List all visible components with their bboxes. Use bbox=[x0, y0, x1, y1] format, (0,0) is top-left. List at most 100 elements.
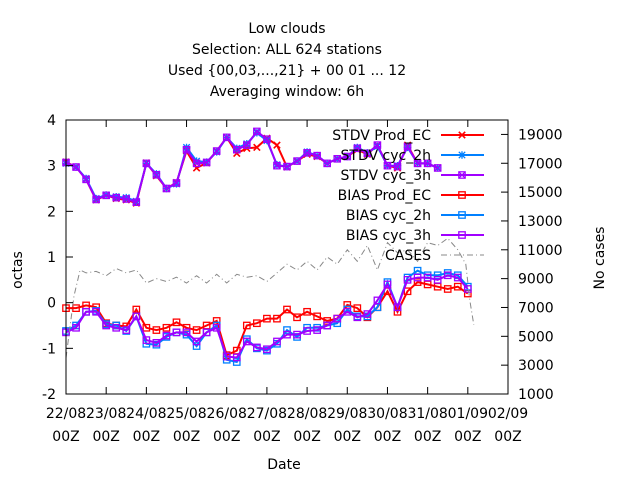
y2-tick-label: 19000 bbox=[518, 127, 563, 143]
data-point bbox=[242, 321, 251, 330]
data-point bbox=[192, 326, 201, 334]
data-point bbox=[313, 151, 321, 160]
marker-box bbox=[162, 184, 171, 193]
data-point bbox=[242, 337, 251, 346]
marker-cross bbox=[172, 179, 181, 187]
y-tick-label: 1 bbox=[47, 250, 56, 266]
data-point bbox=[192, 337, 201, 346]
marker-cross bbox=[223, 133, 231, 141]
data-point bbox=[263, 345, 271, 354]
marker-cross bbox=[142, 159, 150, 168]
data-point bbox=[232, 353, 241, 362]
data-point bbox=[373, 141, 382, 149]
series-stdv-cyc-3h bbox=[62, 127, 442, 207]
data-point bbox=[343, 307, 352, 316]
data-point bbox=[293, 330, 301, 339]
data-point bbox=[333, 319, 342, 328]
legend-item-bias-cyc-3h: BIAS cyc_3h bbox=[346, 228, 484, 244]
marker-cross bbox=[213, 147, 221, 155]
data-point bbox=[433, 271, 442, 280]
marker-box bbox=[212, 147, 221, 155]
x-tick-time: 00Z bbox=[374, 429, 401, 445]
data-point bbox=[253, 127, 261, 136]
data-point bbox=[323, 159, 331, 168]
plot-area bbox=[62, 127, 475, 366]
data-point bbox=[122, 326, 131, 334]
x-tick-time: 00Z bbox=[213, 429, 240, 445]
marker-box bbox=[333, 155, 342, 163]
data-point bbox=[142, 323, 151, 332]
marker-box bbox=[92, 195, 100, 204]
legend-label: STDV Prod_EC bbox=[332, 128, 431, 144]
series-bias-cyc-3h bbox=[62, 271, 472, 362]
data-point bbox=[313, 312, 321, 321]
data-point bbox=[283, 330, 291, 339]
marker-cross bbox=[323, 159, 331, 168]
data-point bbox=[102, 321, 111, 330]
data-point bbox=[353, 304, 362, 312]
x-tick-date: 28/08 bbox=[287, 406, 327, 422]
data-point bbox=[383, 280, 392, 289]
marker-box bbox=[263, 135, 271, 143]
x-tick-date: 25/08 bbox=[166, 406, 206, 422]
data-point bbox=[353, 144, 362, 153]
marker-box bbox=[72, 163, 80, 171]
y-tick-label: -1 bbox=[42, 341, 56, 357]
marker-cross bbox=[112, 194, 120, 202]
y2-tick-label: 9000 bbox=[518, 272, 554, 288]
data-point bbox=[122, 195, 131, 203]
data-point bbox=[92, 307, 100, 316]
legend-item-bias-cyc-2h: BIAS cyc_2h bbox=[346, 208, 484, 224]
legend-item-stdv-prod-ec: STDV Prod_EC bbox=[332, 128, 484, 144]
marker-box bbox=[202, 158, 211, 167]
data-point bbox=[263, 135, 271, 143]
x-tick-time: 00Z bbox=[414, 429, 441, 445]
data-point bbox=[413, 278, 422, 286]
data-point bbox=[273, 161, 281, 170]
y-tick-label: 0 bbox=[47, 296, 56, 312]
marker-box bbox=[102, 191, 110, 200]
y-axis-label: octas bbox=[10, 251, 26, 289]
marker-cross bbox=[383, 162, 392, 170]
marker-box bbox=[413, 159, 422, 168]
x-tick-date: 26/08 bbox=[207, 406, 247, 422]
marker-cross bbox=[424, 159, 432, 168]
series-line bbox=[65, 237, 475, 358]
data-point bbox=[202, 158, 211, 167]
y2-tick-label: 7000 bbox=[518, 300, 554, 316]
legend-label: BIAS Prod_EC bbox=[338, 188, 432, 204]
legend-item-stdv-cyc-2h: STDV cyc_2h bbox=[341, 148, 484, 164]
x-tick-date: 02/09 bbox=[488, 406, 528, 422]
data-point bbox=[192, 159, 201, 168]
x-tick-time: 00Z bbox=[253, 429, 280, 445]
data-point bbox=[92, 195, 100, 204]
data-point bbox=[182, 328, 191, 337]
marker-cross bbox=[203, 158, 211, 167]
data-point bbox=[383, 161, 392, 170]
legend-item-stdv-cyc-3h: STDV cyc_3h bbox=[341, 168, 484, 184]
y2-tick-label: 1000 bbox=[518, 387, 554, 403]
marker-box bbox=[383, 161, 392, 170]
data-point bbox=[353, 313, 362, 322]
data-point bbox=[132, 312, 141, 321]
marker-box bbox=[323, 159, 331, 168]
data-point bbox=[72, 163, 80, 171]
marker-box bbox=[172, 179, 181, 187]
x-tick-time: 00Z bbox=[334, 429, 361, 445]
marker-box bbox=[112, 193, 121, 202]
x-tick-date: 30/08 bbox=[367, 406, 407, 422]
marker-box bbox=[253, 127, 261, 136]
y-tick-label: 4 bbox=[47, 113, 56, 129]
legend-marker bbox=[458, 191, 466, 199]
marker-box bbox=[393, 162, 402, 171]
marker-box bbox=[142, 159, 151, 168]
x-tick-time: 00Z bbox=[173, 429, 200, 445]
marker-cross bbox=[132, 198, 140, 206]
y2-tick-label: 5000 bbox=[518, 329, 554, 345]
y-tick-label: -2 bbox=[42, 387, 56, 403]
marker-box bbox=[182, 145, 191, 154]
x-tick-date: 31/08 bbox=[407, 406, 447, 422]
data-point bbox=[373, 296, 382, 305]
marker-cross bbox=[233, 146, 241, 154]
marker-cross bbox=[303, 149, 311, 157]
